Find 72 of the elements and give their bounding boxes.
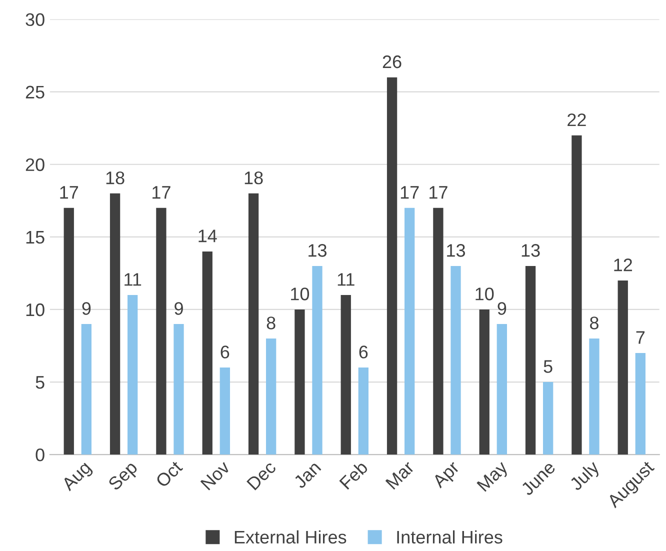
bar xyxy=(433,208,444,455)
x-tick-label: Jan xyxy=(292,460,322,490)
data-label: 13 xyxy=(522,244,540,257)
x-tick-label: May xyxy=(476,460,512,494)
data-label: 5 xyxy=(544,360,552,373)
data-label: 13 xyxy=(447,244,465,257)
x-tick-label: Apr xyxy=(432,460,463,492)
x-tick-label: Nov xyxy=(200,460,231,490)
y-tick-label: 20 xyxy=(26,158,44,172)
bar xyxy=(248,193,259,455)
bar xyxy=(128,294,138,455)
data-label: 9 xyxy=(498,302,506,315)
bar xyxy=(174,324,184,455)
x-tick-label: July xyxy=(568,459,603,494)
data-label: 8 xyxy=(266,316,276,330)
y-tick-label: 30 xyxy=(26,13,44,26)
y-tick-label: 10 xyxy=(26,303,44,316)
bar xyxy=(496,324,507,455)
bar xyxy=(450,266,461,455)
bar xyxy=(525,266,536,455)
data-label: 9 xyxy=(174,302,183,315)
data-label: 7 xyxy=(636,331,645,344)
data-label: 10 xyxy=(476,288,494,300)
bar xyxy=(635,353,646,455)
data-label: 17 xyxy=(152,186,170,199)
legend-label: External Hires xyxy=(234,530,346,544)
bar xyxy=(64,208,74,455)
data-label: 11 xyxy=(338,273,354,286)
data-label: 14 xyxy=(198,230,217,242)
data-label: 17 xyxy=(60,186,78,199)
y-tick-label: 15 xyxy=(26,231,44,244)
bar xyxy=(479,309,490,455)
x-tick-label: Aug xyxy=(60,460,94,494)
data-label: 9 xyxy=(82,302,91,315)
x-tick-label: Sep xyxy=(107,460,141,494)
x-tick-label: Feb xyxy=(338,460,369,490)
data-label: 17 xyxy=(430,186,448,199)
x-tick-label: Dec xyxy=(246,460,277,490)
data-label: 13 xyxy=(308,244,326,257)
bar xyxy=(404,208,415,455)
y-tick-label: 0 xyxy=(36,448,44,462)
data-label: 10 xyxy=(291,288,310,300)
bar xyxy=(81,324,92,455)
y-tick-label: 5 xyxy=(36,376,44,389)
data-label: 11 xyxy=(124,273,142,286)
x-tick-label: Oct xyxy=(155,460,184,488)
data-label: 18 xyxy=(106,171,124,184)
data-label: 6 xyxy=(359,346,368,358)
data-label: 17 xyxy=(400,186,419,199)
bar xyxy=(543,382,554,455)
data-label: 8 xyxy=(590,316,598,330)
bar xyxy=(110,193,120,455)
bar xyxy=(266,338,276,455)
bar xyxy=(386,77,398,455)
data-label: 26 xyxy=(382,55,402,68)
x-tick-label: Mar xyxy=(385,460,416,490)
data-label: 6 xyxy=(220,346,230,358)
data-label: 12 xyxy=(614,258,632,272)
bar xyxy=(156,208,166,455)
bar xyxy=(294,309,305,455)
y-tick-label: 25 xyxy=(26,86,44,99)
bar xyxy=(358,368,368,455)
bar xyxy=(202,251,212,455)
data-label: 22 xyxy=(568,113,586,126)
bar xyxy=(589,338,600,455)
bar xyxy=(312,266,322,455)
data-label: 18 xyxy=(244,171,263,184)
bar xyxy=(572,135,582,455)
bar xyxy=(220,368,230,455)
bar xyxy=(340,294,351,455)
legend-label: Internal Hires xyxy=(397,530,502,544)
bar xyxy=(618,280,628,455)
